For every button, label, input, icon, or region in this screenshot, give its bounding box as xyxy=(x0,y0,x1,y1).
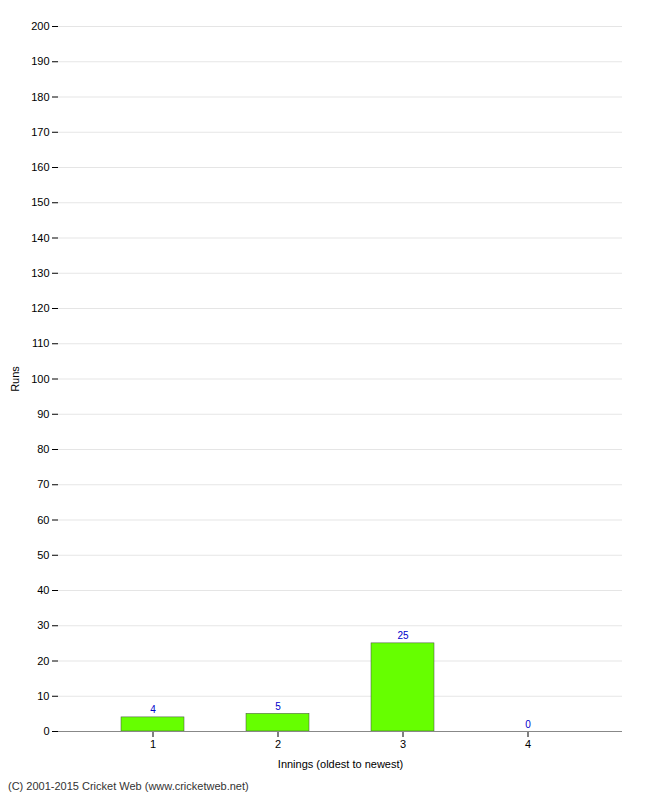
svg-text:40: 40 xyxy=(37,584,49,596)
svg-text:70: 70 xyxy=(37,478,49,490)
svg-text:10: 10 xyxy=(37,690,49,702)
svg-text:5: 5 xyxy=(275,701,281,712)
svg-text:200: 200 xyxy=(31,20,49,32)
svg-text:2: 2 xyxy=(275,738,281,750)
svg-text:Innings (oldest to newest): Innings (oldest to newest) xyxy=(278,758,403,770)
svg-text:25: 25 xyxy=(397,630,409,641)
svg-text:150: 150 xyxy=(31,196,49,208)
svg-text:Runs: Runs xyxy=(9,366,21,392)
svg-text:170: 170 xyxy=(31,126,49,138)
svg-text:4: 4 xyxy=(525,738,531,750)
svg-text:50: 50 xyxy=(37,549,49,561)
svg-text:0: 0 xyxy=(525,719,531,730)
svg-text:0: 0 xyxy=(43,725,49,737)
html-text:(C) 2001-2015 Cricket Web (www: (C) 2001-2015 Cricket Web (www.cricketwe… xyxy=(8,780,249,792)
svg-text:30: 30 xyxy=(37,619,49,631)
svg-text:190: 190 xyxy=(31,55,49,67)
svg-text:20: 20 xyxy=(37,655,49,667)
svg-text:90: 90 xyxy=(37,408,49,420)
svg-text:80: 80 xyxy=(37,443,49,455)
svg-text:4: 4 xyxy=(150,704,156,715)
svg-text:140: 140 xyxy=(31,232,49,244)
svg-text:100: 100 xyxy=(31,373,49,385)
svg-text:130: 130 xyxy=(31,267,49,279)
svg-text:1: 1 xyxy=(150,738,156,750)
svg-text:3: 3 xyxy=(400,738,406,750)
svg-text:110: 110 xyxy=(32,337,50,349)
svg-text:60: 60 xyxy=(37,514,49,526)
svg-text:120: 120 xyxy=(31,302,49,314)
svg-text:180: 180 xyxy=(31,91,49,103)
svg-text:160: 160 xyxy=(31,161,49,173)
